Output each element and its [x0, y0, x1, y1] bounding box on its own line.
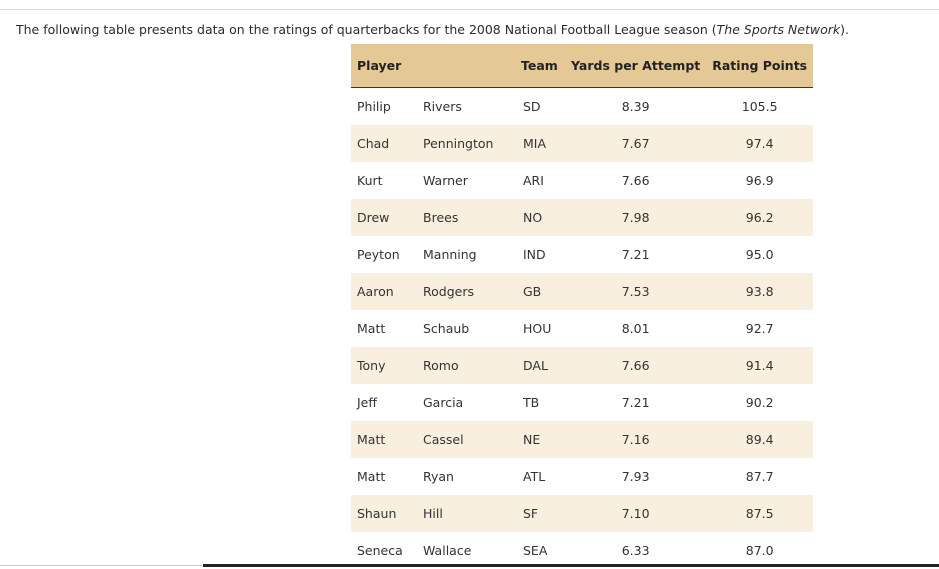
player-first-name: Aaron: [351, 273, 417, 310]
rating-points-cell: 93.8: [706, 273, 813, 310]
team-cell: SD: [515, 88, 565, 126]
intro-source: The Sports Network: [717, 22, 840, 37]
player-first-name: Shaun: [351, 495, 417, 532]
team-cell: SF: [515, 495, 565, 532]
rating-points-cell: 87.7: [706, 458, 813, 495]
player-first-name: Chad: [351, 125, 417, 162]
rating-points-cell: 91.4: [706, 347, 813, 384]
yards-per-attempt-cell: 7.10: [565, 495, 706, 532]
player-last-name: Schaub: [417, 310, 515, 347]
header-team: Team: [515, 44, 565, 88]
top-border: [0, 0, 939, 10]
rating-points-cell: 89.4: [706, 421, 813, 458]
team-cell: GB: [515, 273, 565, 310]
player-first-name: Matt: [351, 458, 417, 495]
player-last-name: Ryan: [417, 458, 515, 495]
yards-per-attempt-cell: 7.66: [565, 162, 706, 199]
intro-paragraph: The following table presents data on the…: [16, 22, 849, 37]
yards-per-attempt-cell: 7.21: [565, 384, 706, 421]
yards-per-attempt-cell: 7.53: [565, 273, 706, 310]
player-last-name: Romo: [417, 347, 515, 384]
yards-per-attempt-cell: 7.66: [565, 347, 706, 384]
team-cell: NE: [515, 421, 565, 458]
player-first-name: Philip: [351, 88, 417, 126]
player-first-name: Peyton: [351, 236, 417, 273]
player-last-name: Warner: [417, 162, 515, 199]
intro-text-end: ).: [840, 22, 849, 37]
yards-per-attempt-cell: 7.93: [565, 458, 706, 495]
rating-points-cell: 87.5: [706, 495, 813, 532]
player-first-name: Jeff: [351, 384, 417, 421]
player-last-name: Brees: [417, 199, 515, 236]
yards-per-attempt-cell: 7.98: [565, 199, 706, 236]
player-last-name: Pennington: [417, 125, 515, 162]
player-last-name: Cassel: [417, 421, 515, 458]
player-last-name: Rodgers: [417, 273, 515, 310]
header-rating-points: Rating Points: [706, 44, 813, 88]
player-first-name: Matt: [351, 310, 417, 347]
yards-per-attempt-cell: 7.67: [565, 125, 706, 162]
team-cell: ATL: [515, 458, 565, 495]
rating-points-cell: 92.7: [706, 310, 813, 347]
team-cell: IND: [515, 236, 565, 273]
player-last-name: Manning: [417, 236, 515, 273]
yards-per-attempt-cell: 8.39: [565, 88, 706, 126]
header-player: Player: [351, 44, 515, 88]
player-last-name: Garcia: [417, 384, 515, 421]
rating-points-cell: 105.5: [706, 88, 813, 126]
team-cell: TB: [515, 384, 565, 421]
quarterback-ratings-table: Player Team Yards per Attempt Rating Poi…: [351, 44, 813, 569]
header-yards-per-attempt: Yards per Attempt: [565, 44, 706, 88]
player-first-name: Kurt: [351, 162, 417, 199]
rating-points-cell: 95.0: [706, 236, 813, 273]
rating-points-cell: 90.2: [706, 384, 813, 421]
yards-per-attempt-cell: 8.01: [565, 310, 706, 347]
yards-per-attempt-cell: 7.21: [565, 236, 706, 273]
rating-points-cell: 96.9: [706, 162, 813, 199]
table-header-row: Player Team Yards per Attempt Rating Poi…: [351, 44, 813, 88]
team-cell: ARI: [515, 162, 565, 199]
player-last-name: Hill: [417, 495, 515, 532]
team-cell: MIA: [515, 125, 565, 162]
team-cell: HOU: [515, 310, 565, 347]
player-first-name: Tony: [351, 347, 417, 384]
bottom-divider-left: [0, 565, 203, 566]
player-last-name: Rivers: [417, 88, 515, 126]
player-first-name: Drew: [351, 199, 417, 236]
player-first-name: Matt: [351, 421, 417, 458]
intro-text: The following table presents data on the…: [16, 22, 717, 37]
rating-points-cell: 97.4: [706, 125, 813, 162]
team-cell: NO: [515, 199, 565, 236]
rating-points-cell: 96.2: [706, 199, 813, 236]
yards-per-attempt-cell: 7.16: [565, 421, 706, 458]
team-cell: DAL: [515, 347, 565, 384]
